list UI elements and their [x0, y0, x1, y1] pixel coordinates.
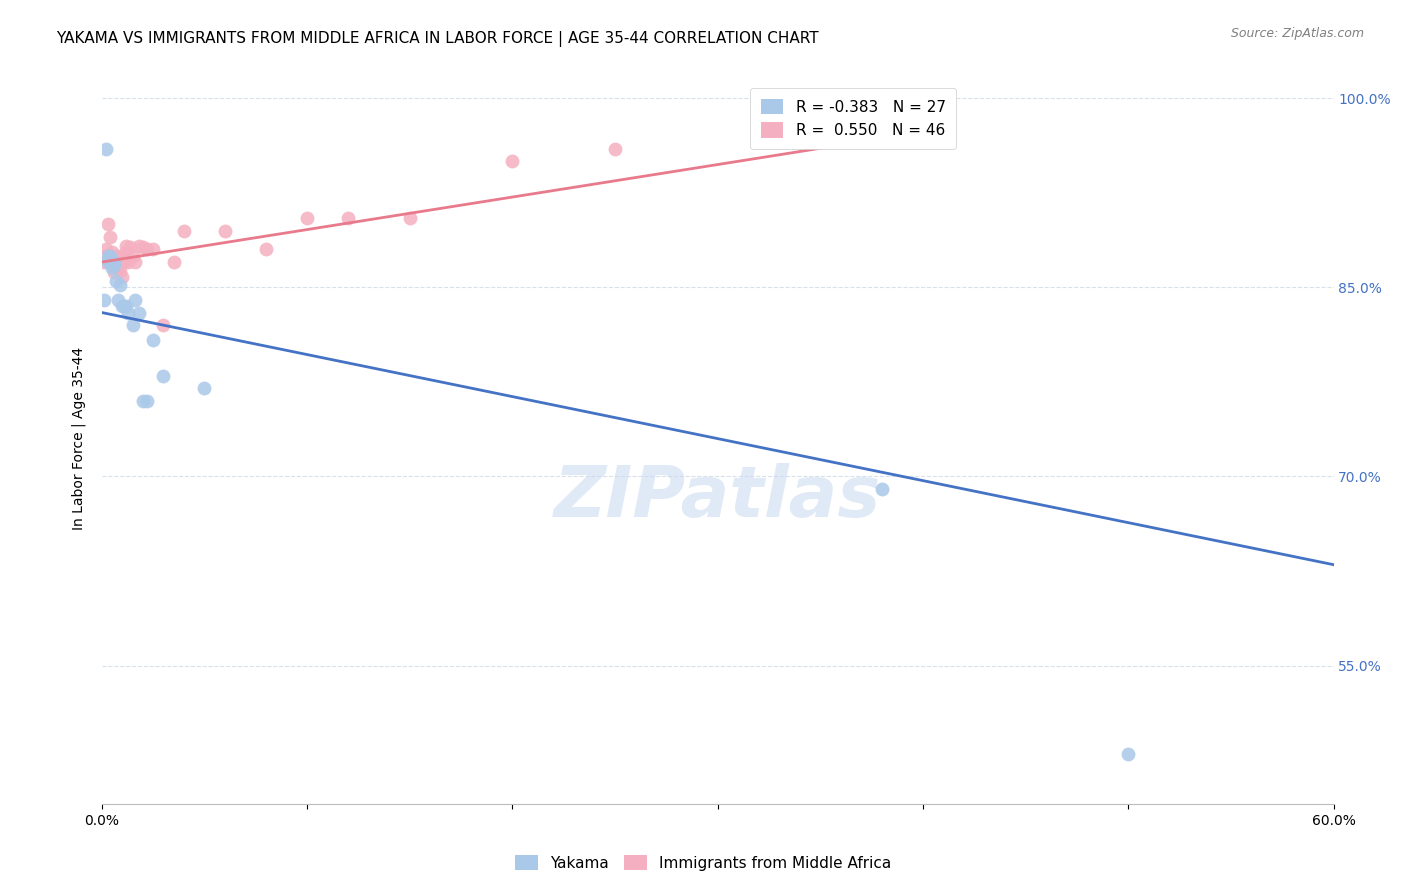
Legend: Yakama, Immigrants from Middle Africa: Yakama, Immigrants from Middle Africa [506, 846, 900, 880]
Point [108, 277, 131, 292]
Point [117, 305, 139, 319]
Point [870, 136, 893, 150]
Point [97, 217, 120, 231]
Point [132, 240, 155, 254]
Point [103, 265, 125, 279]
Point [93, 293, 115, 307]
Point [501, 154, 523, 169]
Point [97, 249, 120, 263]
Point [117, 255, 139, 269]
Point [603, 142, 626, 156]
Point [98, 255, 121, 269]
Point [115, 299, 138, 313]
Point [112, 299, 135, 313]
Point [93, 249, 115, 263]
Point [120, 240, 142, 254]
Point [93, 255, 115, 269]
Point [105, 252, 128, 267]
Point [103, 258, 125, 272]
Point [111, 299, 134, 313]
Point [97, 249, 120, 263]
Point [121, 249, 143, 263]
Point [97, 255, 120, 269]
Point [108, 264, 131, 278]
Point [101, 245, 124, 260]
Point [105, 274, 128, 288]
Point [142, 243, 165, 257]
Point [115, 238, 138, 252]
Point [98, 249, 121, 263]
Point [103, 258, 125, 272]
Point [103, 255, 125, 269]
Text: Source: ZipAtlas.com: Source: ZipAtlas.com [1230, 27, 1364, 40]
Point [128, 305, 150, 319]
Point [105, 261, 128, 276]
Point [107, 261, 129, 276]
Point [101, 249, 124, 263]
Point [111, 270, 134, 285]
Point [132, 393, 155, 408]
Point [152, 368, 174, 383]
Y-axis label: In Labor Force | Age 35-44: In Labor Force | Age 35-44 [72, 347, 86, 530]
Point [135, 393, 157, 408]
Point [108, 255, 131, 269]
Point [162, 255, 184, 269]
Point [107, 293, 129, 307]
Point [1116, 747, 1139, 761]
Point [101, 255, 124, 269]
Point [98, 252, 121, 267]
Point [98, 230, 121, 244]
Point [124, 255, 146, 269]
Point [111, 255, 134, 269]
Point [128, 238, 150, 252]
Point [105, 255, 128, 269]
Point [870, 482, 893, 496]
Point [173, 223, 195, 237]
Point [152, 318, 174, 332]
Legend: R = -0.383   N = 27, R =  0.550   N = 46: R = -0.383 N = 27, R = 0.550 N = 46 [749, 88, 956, 149]
Point [214, 223, 236, 237]
Point [101, 252, 124, 267]
Text: YAKAMA VS IMMIGRANTS FROM MIDDLE AFRICA IN LABOR FORCE | AGE 35-44 CORRELATION C: YAKAMA VS IMMIGRANTS FROM MIDDLE AFRICA … [56, 31, 818, 47]
Point [124, 293, 146, 307]
Point [398, 211, 420, 225]
Point [111, 249, 134, 263]
Point [115, 245, 138, 260]
Point [193, 381, 215, 395]
Point [142, 333, 165, 347]
Point [103, 255, 125, 269]
Point [337, 211, 360, 225]
Point [112, 255, 135, 269]
Point [135, 243, 157, 257]
Point [107, 249, 129, 263]
Point [94, 243, 117, 257]
Point [94, 249, 117, 263]
Point [94, 142, 117, 156]
Point [254, 243, 277, 257]
Point [101, 261, 124, 276]
Point [121, 318, 143, 332]
Text: ZIPatlas: ZIPatlas [554, 463, 882, 532]
Point [295, 211, 318, 225]
